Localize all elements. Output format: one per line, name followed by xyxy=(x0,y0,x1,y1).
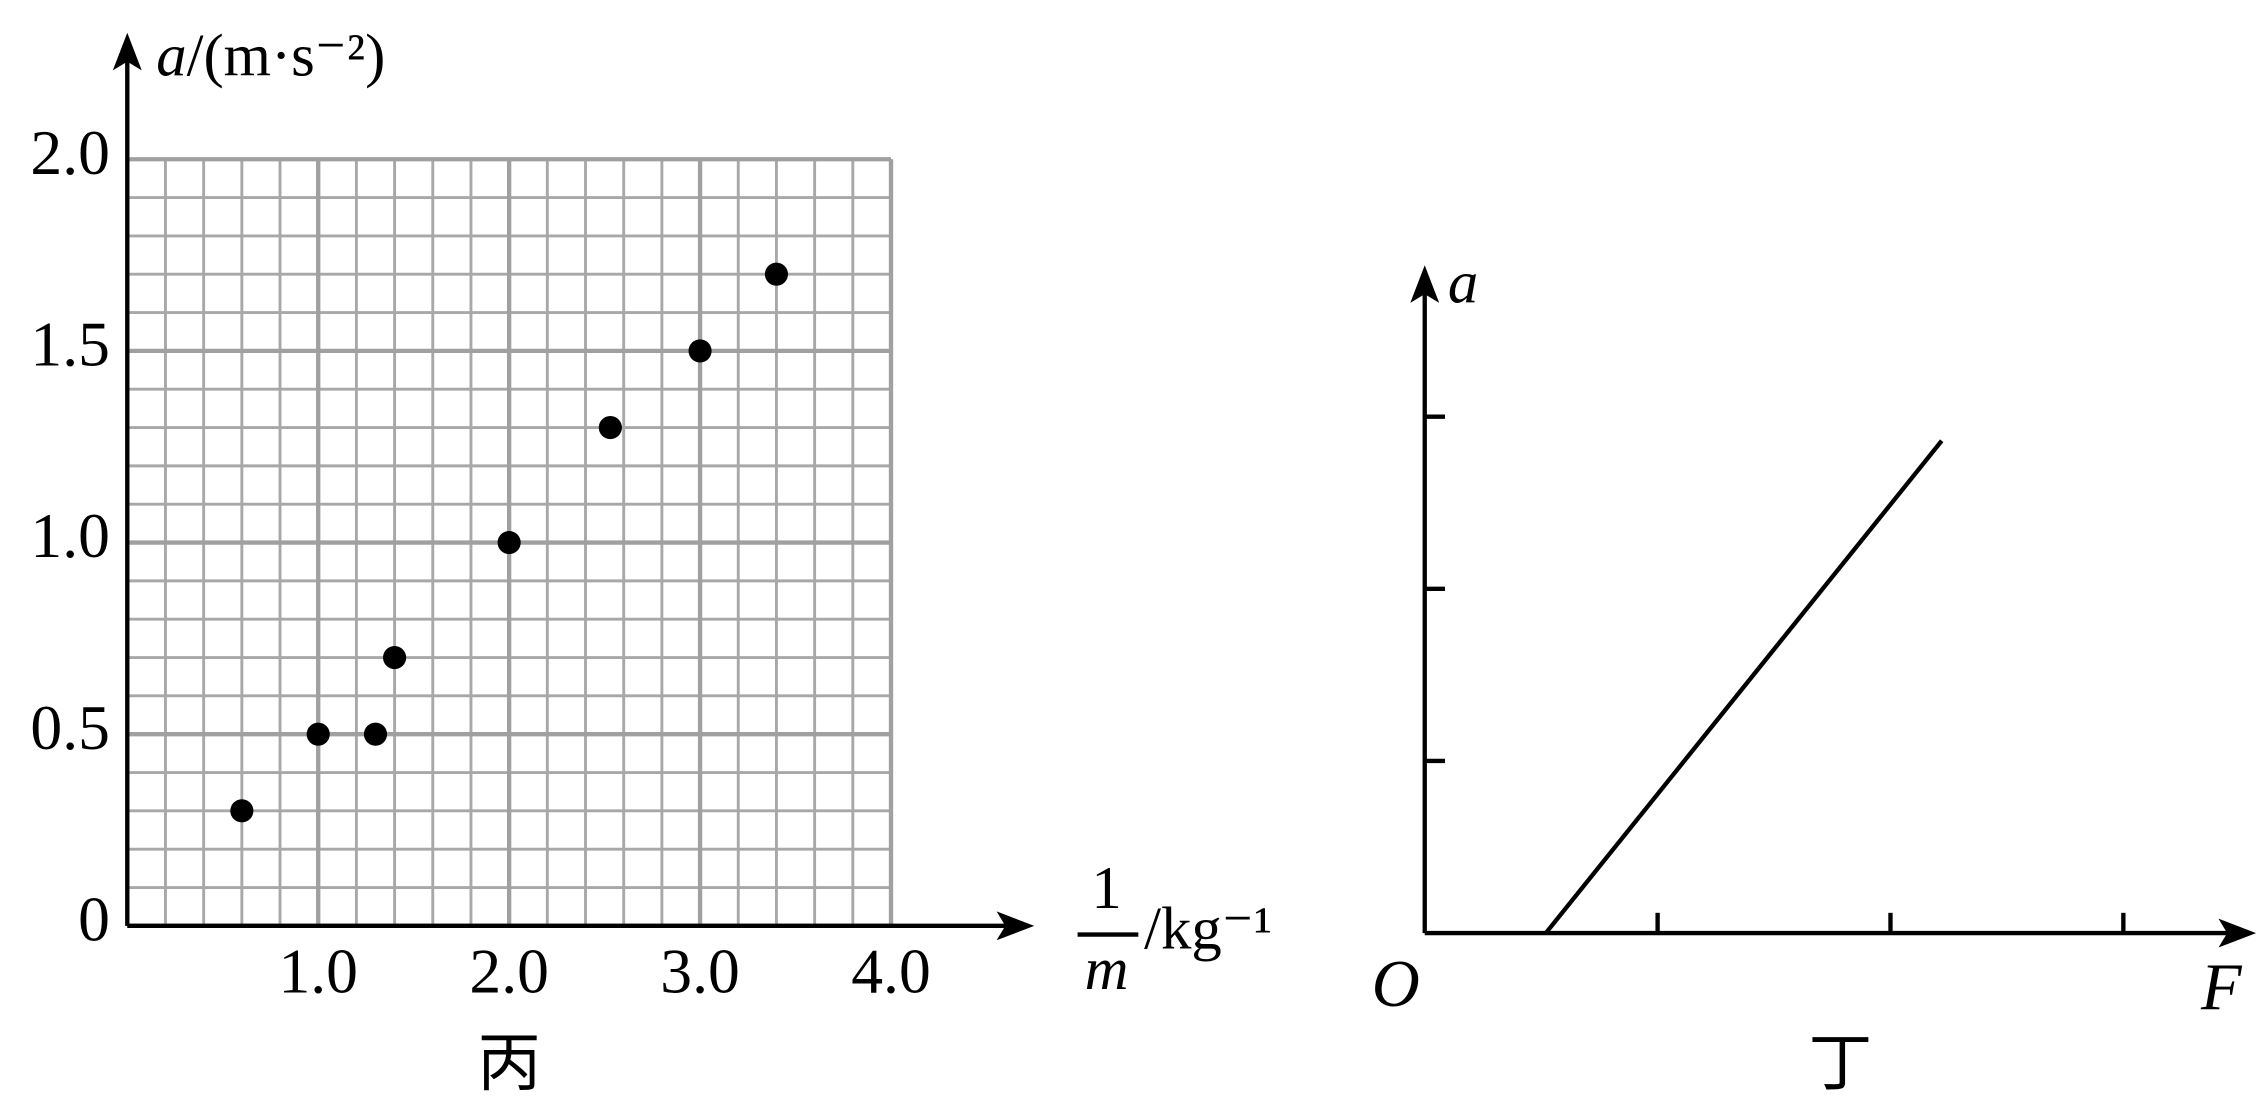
data-point xyxy=(306,722,330,746)
caption: 丁 xyxy=(1809,1028,1873,1099)
x-tick-label: 1.0 xyxy=(278,936,358,1007)
data-point xyxy=(688,339,712,363)
y-label-unit: /(m·s⁻²) xyxy=(187,23,386,90)
axis-arrow xyxy=(2218,918,2257,948)
data-line xyxy=(1544,439,1944,935)
x-label-denominator: m xyxy=(1085,936,1129,1003)
y-tick-label: 1.5 xyxy=(30,308,110,379)
y-axis-label: a/(m·s⁻²) xyxy=(156,23,385,90)
y-label-symbol: a xyxy=(156,23,186,90)
x-label-numerator: 1 xyxy=(1091,855,1121,922)
origin-label: O xyxy=(1372,948,1420,1021)
data-point xyxy=(363,722,388,746)
y-tick-label: 0 xyxy=(78,883,110,954)
data-point xyxy=(230,799,254,823)
x-axis-label: F xyxy=(2200,951,2243,1024)
y-tick-label: 2.0 xyxy=(30,117,110,188)
axis-arrow xyxy=(112,32,142,71)
y-axis-label: a xyxy=(1448,249,1478,316)
y-tick-label: 1.0 xyxy=(30,500,110,571)
x-label-unit: /kg⁻¹ xyxy=(1144,895,1272,962)
y-tick-label: 0.5 xyxy=(30,692,110,763)
data-point xyxy=(764,262,789,286)
data-point xyxy=(383,645,407,670)
data-point xyxy=(497,530,521,555)
data-point xyxy=(598,415,622,440)
axis-arrow xyxy=(996,911,1035,941)
x-tick-label: 4.0 xyxy=(851,936,931,1007)
x-tick-label: 3.0 xyxy=(660,936,740,1007)
x-tick-label: 2.0 xyxy=(469,936,549,1007)
axis-arrow xyxy=(1410,265,1440,303)
caption: 丙 xyxy=(477,1028,541,1099)
